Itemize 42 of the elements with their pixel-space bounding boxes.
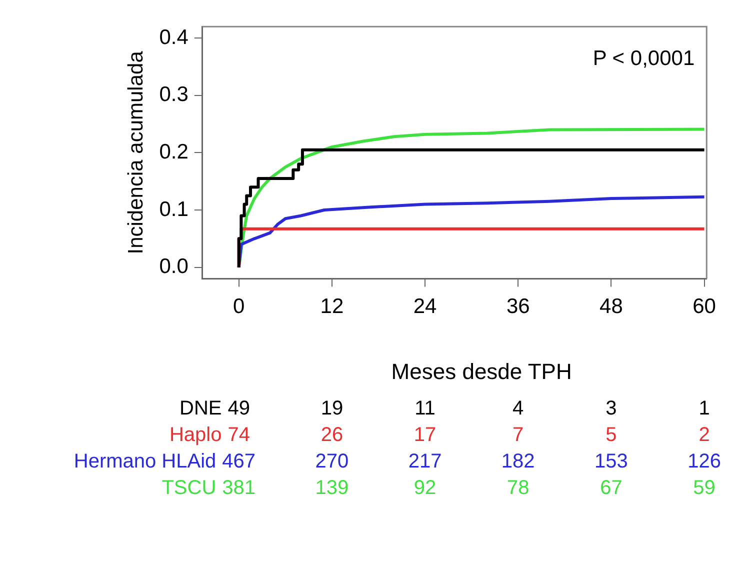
x-tick-label: 12 <box>320 295 344 318</box>
text: 1 <box>698 398 710 420</box>
text: 74 <box>228 424 250 446</box>
text: 381 <box>222 477 256 500</box>
text: 270 <box>315 450 349 473</box>
text: 26 <box>320 424 344 446</box>
text: TSCU <box>162 477 216 500</box>
annotation: P < 0,0001 <box>592 46 695 70</box>
text: 3 <box>606 398 617 420</box>
x-tick-label: 60 <box>692 295 716 318</box>
x-tick-label: 36 <box>506 295 530 318</box>
x-tick-label: 48 <box>600 295 623 318</box>
y-tick-label: 0.3 <box>159 83 188 106</box>
text: 92 <box>414 477 436 500</box>
text: 19 <box>320 398 344 420</box>
text: Hermano HLAid <box>74 450 216 473</box>
y-axis-title: Incidencia acumulada <box>124 50 148 254</box>
text: 139 <box>315 477 349 500</box>
text: 182 <box>501 450 535 473</box>
text: 78 <box>507 477 530 500</box>
y-tick-label: 0.4 <box>159 26 189 49</box>
y-tick-label: 0.1 <box>159 198 188 221</box>
text: 67 <box>600 477 622 500</box>
text: 4 <box>512 398 524 420</box>
text: 126 <box>688 450 721 473</box>
text: Haplo <box>169 424 222 446</box>
text: 17 <box>414 424 436 446</box>
x-axis-title: Meses desde TPH <box>391 359 572 384</box>
text: 7 <box>512 424 524 446</box>
text: 59 <box>693 477 716 500</box>
y-tick-label: 0.2 <box>159 140 188 164</box>
y-tick-label: 0.0 <box>159 255 188 278</box>
text: 153 <box>594 450 628 473</box>
text: DNE <box>179 398 222 420</box>
x-tick-label: 24 <box>413 295 438 318</box>
text: 217 <box>408 450 442 473</box>
text: 11 <box>414 398 436 420</box>
text: 5 <box>606 424 617 446</box>
text: 49 <box>228 398 250 420</box>
x-tick-label: 0 <box>233 295 245 318</box>
text: 2 <box>698 424 710 446</box>
text: 467 <box>222 450 256 473</box>
